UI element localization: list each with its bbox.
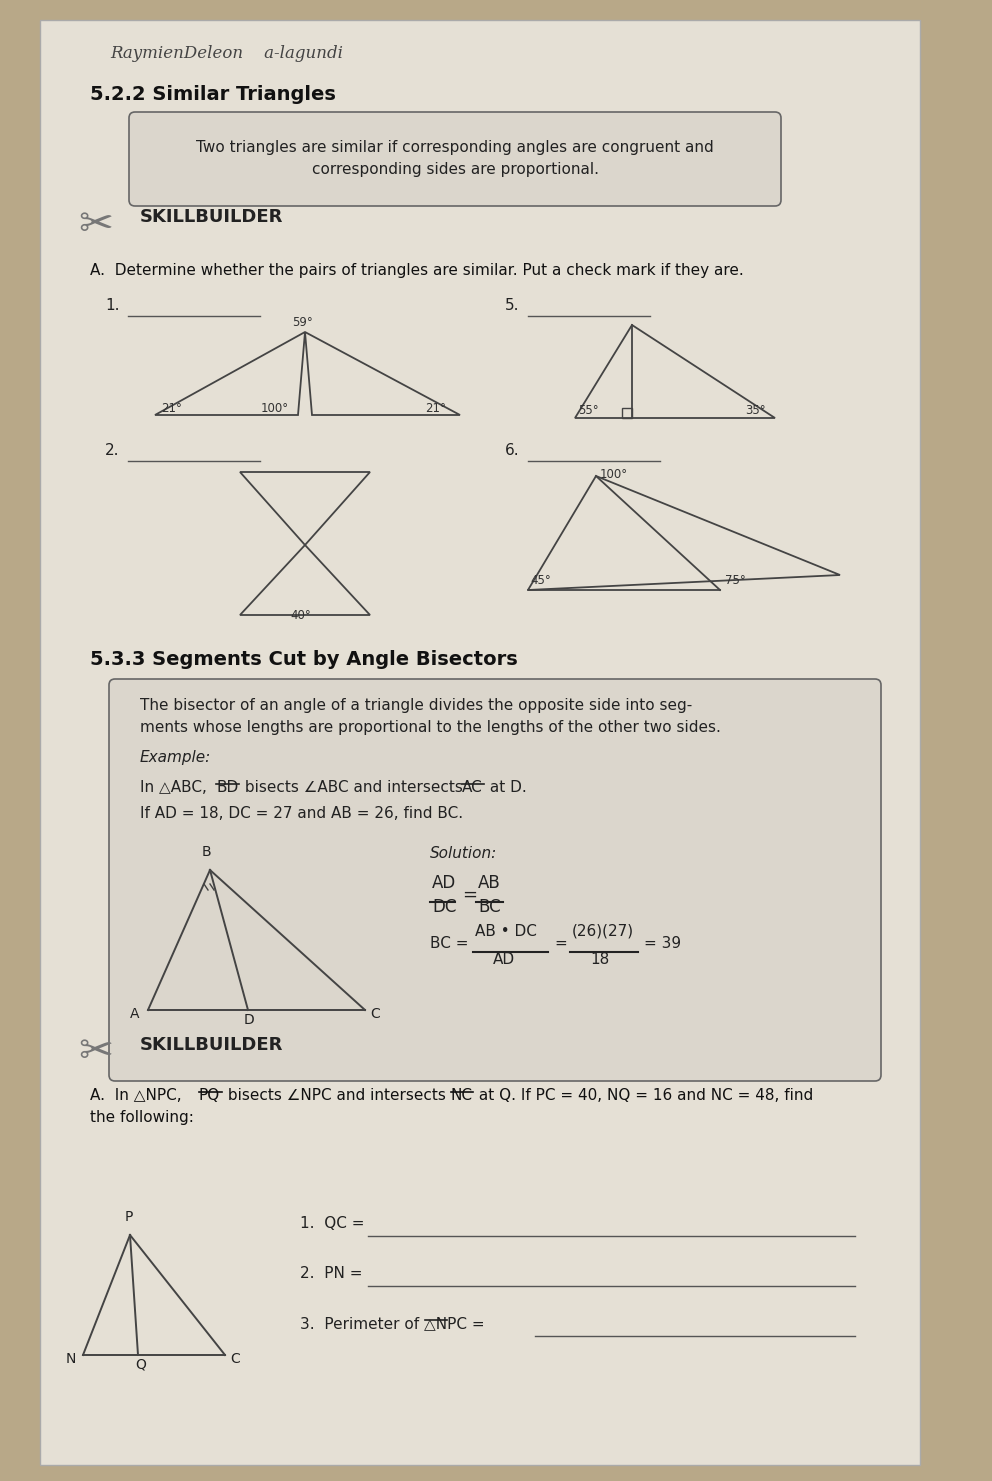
Text: at Q. If PC = 40, NQ = 16 and NC = 48, find: at Q. If PC = 40, NQ = 16 and NC = 48, f… [474,1089,813,1103]
Text: 40°: 40° [290,609,310,622]
Text: The bisector of an angle of a triangle divides the opposite side into seg-: The bisector of an angle of a triangle d… [140,698,692,712]
Text: ✂: ✂ [78,204,113,246]
Text: ✂: ✂ [78,1031,113,1074]
Bar [622,407,632,418]
Text: 55°: 55° [578,404,598,418]
Text: BD: BD [216,780,238,795]
Text: C: C [230,1352,240,1365]
Text: =: = [462,886,477,903]
Text: PQ: PQ [199,1089,220,1103]
Text: ments whose lengths are proportional to the lengths of the other two sides.: ments whose lengths are proportional to … [140,720,721,735]
Text: 5.2.2 Similar Triangles: 5.2.2 Similar Triangles [90,84,336,104]
Text: SKILLBUILDER: SKILLBUILDER [140,207,284,227]
Text: AC: AC [462,780,483,795]
Text: N: N [66,1352,76,1365]
Text: BC =: BC = [430,936,473,951]
Text: AD: AD [432,874,456,892]
Text: (26)(27): (26)(27) [572,924,634,939]
Text: 45°: 45° [530,575,551,586]
Text: Q: Q [135,1358,146,1371]
Text: 5.3.3 Segments Cut by Angle Bisectors: 5.3.3 Segments Cut by Angle Bisectors [90,650,518,669]
Text: 5.: 5. [505,298,520,312]
FancyBboxPatch shape [40,21,920,1465]
Text: the following:: the following: [90,1109,193,1126]
Text: 59°: 59° [292,315,312,329]
Text: 2.  PN =: 2. PN = [300,1266,367,1281]
Text: 21°: 21° [161,401,182,415]
Text: BC: BC [478,897,501,917]
Text: B: B [202,846,211,859]
Text: bisects ∠NPC and intersects: bisects ∠NPC and intersects [223,1089,450,1103]
FancyBboxPatch shape [129,113,781,206]
Text: 3.  Perimeter of △NPC =: 3. Perimeter of △NPC = [300,1317,489,1331]
Text: 100°: 100° [261,401,289,415]
Text: 100°: 100° [600,468,628,481]
Text: corresponding sides are proportional.: corresponding sides are proportional. [311,161,598,178]
Text: 18: 18 [590,952,609,967]
Text: Solution:: Solution: [430,846,497,860]
Text: bisects ∠ABC and intersects: bisects ∠ABC and intersects [240,780,468,795]
Text: 35°: 35° [745,404,766,418]
Text: NC: NC [451,1089,473,1103]
Text: 1.  QC =: 1. QC = [300,1216,369,1231]
Text: = 39: = 39 [644,936,682,951]
Text: SKILLBUILDER: SKILLBUILDER [140,1037,284,1054]
Text: P: P [125,1210,133,1223]
Text: DC: DC [432,897,456,917]
Text: Example:: Example: [140,749,211,766]
Text: =: = [554,936,566,951]
Text: A: A [130,1007,140,1020]
Text: RaymienDeleon    a-lagundi: RaymienDeleon a-lagundi [110,44,343,62]
Text: In △ABC,: In △ABC, [140,780,211,795]
Text: Two triangles are similar if corresponding angles are congruent and: Two triangles are similar if correspondi… [196,141,714,156]
Text: 1.: 1. [105,298,119,312]
Text: AD: AD [493,952,515,967]
Text: AB • DC: AB • DC [475,924,537,939]
FancyBboxPatch shape [109,678,881,1081]
Text: 75°: 75° [725,575,746,586]
Text: at D.: at D. [485,780,527,795]
Text: A.  Determine whether the pairs of triangles are similar. Put a check mark if th: A. Determine whether the pairs of triang… [90,264,744,278]
Text: A.  In △NPC,: A. In △NPC, [90,1089,186,1103]
Text: AB: AB [478,874,501,892]
Text: C: C [370,1007,380,1020]
Text: D: D [244,1013,255,1026]
Text: If AD = 18, DC = 27 and AB = 26, find BC.: If AD = 18, DC = 27 and AB = 26, find BC… [140,806,463,820]
Text: 2.: 2. [105,443,119,458]
Text: 6.: 6. [505,443,520,458]
Text: 21°: 21° [425,401,445,415]
